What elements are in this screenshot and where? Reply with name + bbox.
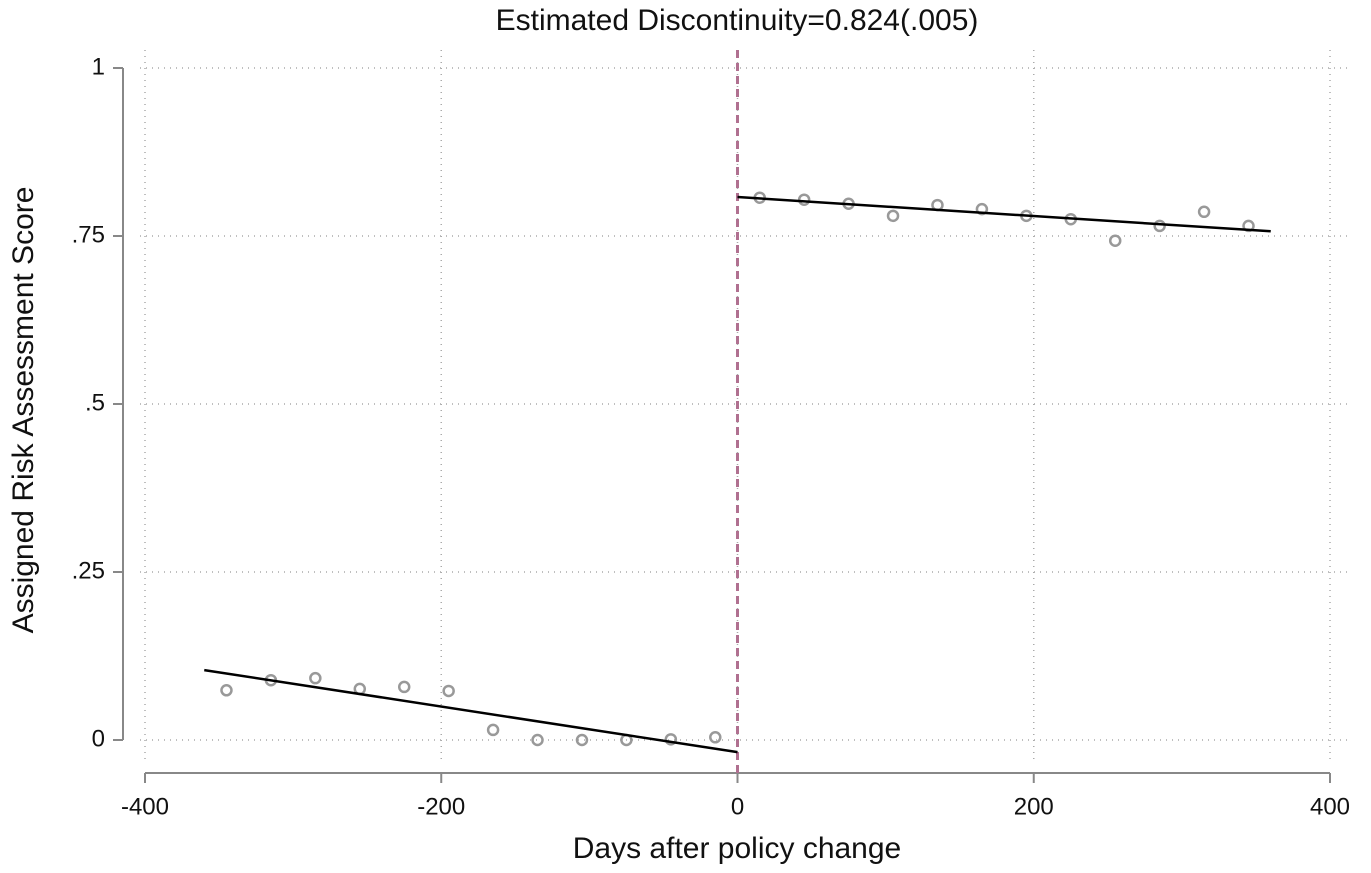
data-point [575, 733, 589, 747]
data-point [309, 671, 322, 685]
data-point [664, 733, 678, 746]
chart-title: Estimated Discontinuity=0.824(.005) [496, 4, 979, 37]
data-point [442, 684, 455, 698]
y-tick-label: .5 [85, 389, 105, 416]
y-tick-label: 0 [92, 725, 105, 752]
fit-line [204, 668, 738, 754]
y-tick-label: 1 [92, 53, 105, 80]
y-axis-label: Assigned Risk Assessment Score [7, 187, 40, 634]
data-point [397, 680, 411, 694]
y-tick-label: .75 [72, 221, 105, 248]
fit-line [737, 195, 1271, 233]
x-tick-label: 400 [1310, 793, 1350, 820]
x-axis-label: Days after policy change [573, 832, 902, 865]
x-tick-label: -400 [121, 793, 169, 820]
data-point [797, 193, 811, 206]
data-point [1197, 205, 1211, 219]
data-point [1153, 219, 1166, 233]
data-point [1108, 234, 1122, 247]
data-point [220, 684, 233, 697]
x-tick-label: 200 [1014, 793, 1054, 820]
data-point [886, 209, 900, 223]
x-tick-label: 0 [731, 793, 744, 820]
data-point [531, 733, 544, 747]
data-point [709, 731, 722, 744]
x-tick-label: -200 [417, 793, 465, 820]
y-tick-label: .25 [72, 557, 105, 584]
data-point [486, 723, 500, 737]
data-point [975, 202, 989, 216]
